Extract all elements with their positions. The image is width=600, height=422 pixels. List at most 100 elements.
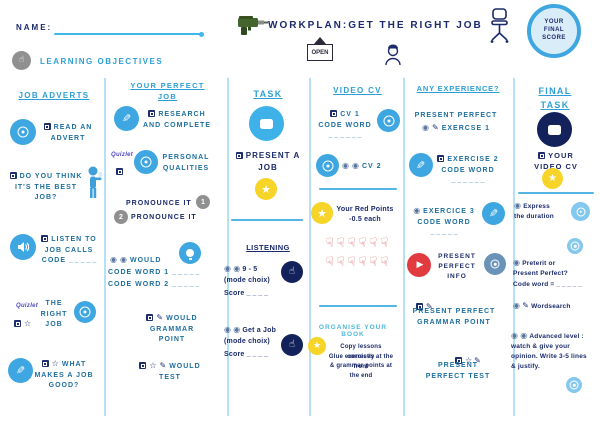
media-icon[interactable]: ◉ <box>233 264 241 273</box>
checkbox-icon[interactable] <box>146 314 154 321</box>
checkbox-icon[interactable] <box>9 172 17 179</box>
star-outline-icon[interactable]: ☆ <box>149 361 158 370</box>
cv1-code-label: CODE WORD <box>318 121 372 129</box>
media-icon[interactable]: ◉ <box>224 325 232 334</box>
star-button-red-points[interactable]: ★ <box>311 202 333 224</box>
pencil-button-what-makes[interactable]: ✎ <box>8 358 33 383</box>
checkbox-icon[interactable] <box>14 320 21 327</box>
lightbulb-button[interactable] <box>179 242 201 264</box>
pencil-button-research[interactable]: ✎ <box>114 106 139 131</box>
checkbox-icon[interactable] <box>416 303 423 310</box>
item-code-word-2: CODE WORD 2 _ _ _ _ _ <box>108 280 218 291</box>
checkbox-icon[interactable] <box>330 110 338 117</box>
star-button-final[interactable]: ★ <box>542 168 563 189</box>
star-button-organise[interactable]: ★ <box>308 337 326 355</box>
listening-2-click-button[interactable]: ☝ <box>281 334 303 356</box>
score-label: Score <box>224 290 245 297</box>
exercise-1-line2: EXERCSE 1 <box>441 124 490 132</box>
checkbox-icon[interactable] <box>455 357 462 364</box>
media-icon[interactable]: ◉ <box>413 206 422 215</box>
media-icon[interactable]: ◉ <box>513 258 521 267</box>
name-input-line[interactable] <box>54 31 204 37</box>
number-circle-2[interactable]: 2 <box>114 210 128 224</box>
media-icon[interactable]: ◉ <box>233 325 241 334</box>
checkbox-icon[interactable] <box>437 155 445 162</box>
item-grammar-point: PRESENT PERFECT GRAMMAR POINT <box>412 308 496 326</box>
code-word-1-label: CODE WORD 1 <box>108 269 170 276</box>
worksheet-icon[interactable]: ✎ <box>159 361 168 370</box>
media-icon[interactable]: ◉ <box>514 201 522 210</box>
worksheet-icon[interactable]: ✎ <box>156 313 165 322</box>
eye-icon-express[interactable] <box>571 202 590 221</box>
eye-icon-advanced[interactable] <box>566 377 582 393</box>
listening-1-score: Score _ _ _ _ <box>224 289 268 300</box>
worksheet-icon[interactable]: ✎ <box>431 122 440 132</box>
item-perfect-test: PRESENT PERFECT TEST <box>425 362 491 380</box>
media-icon[interactable]: ◉ <box>351 161 360 170</box>
youtube-button[interactable]: ▶ <box>407 253 431 277</box>
section-divider <box>231 219 303 221</box>
star-outline-icon[interactable]: ☆ <box>51 359 60 368</box>
eye-icon-right-job[interactable] <box>74 301 96 323</box>
final-score-circle[interactable]: YOUR FINAL SCORE <box>527 4 581 58</box>
final-score-label: YOUR FINAL SCORE <box>542 19 566 41</box>
learning-objectives-button[interactable]: ☝ <box>12 51 31 70</box>
checkbox-icon[interactable] <box>41 360 49 367</box>
checkbox-icon[interactable] <box>41 235 49 242</box>
learning-objectives-link[interactable]: LEARNING OBJECTIVES <box>40 57 164 66</box>
open-sign-label: OPEN <box>311 49 329 56</box>
star-icon: ★ <box>312 340 322 351</box>
worksheet-icon[interactable]: ✎ <box>426 302 433 311</box>
eye-icon-info[interactable] <box>484 253 506 275</box>
listening-1-click-button[interactable]: ☝ <box>281 261 303 283</box>
media-icon[interactable]: ◉ <box>422 122 430 132</box>
checkbox-qualities[interactable] <box>116 161 126 179</box>
pencil-button-exercise-2[interactable]: ✎ <box>409 153 433 177</box>
checkbox-icon[interactable] <box>538 152 546 159</box>
star-button[interactable]: ★ <box>255 178 277 200</box>
page-title: WORKPLAN:GET THE RIGHT JOB <box>268 20 483 31</box>
media-icon[interactable]: ◉ <box>520 331 528 340</box>
number-circle-1[interactable]: 1 <box>196 195 210 209</box>
divider <box>104 78 106 416</box>
media-icon[interactable]: ◉ <box>342 161 350 170</box>
eye-icon-preterit[interactable] <box>567 238 583 254</box>
stick-person-icon <box>88 166 102 198</box>
thumb-down-icon: ☟ <box>380 236 389 251</box>
eye-icon-qualities[interactable] <box>134 150 158 174</box>
star-outline-icon[interactable]: ☆ <box>465 356 473 365</box>
exercise-2-blank: _ _ _ _ _ _ <box>451 177 485 184</box>
checkbox-icon[interactable] <box>43 123 51 130</box>
click-hand-icon: ☝ <box>288 266 296 277</box>
thumb-down-icon: ☟ <box>325 254 334 270</box>
checkbox-icon[interactable] <box>235 152 243 159</box>
checkbox-icon[interactable] <box>148 110 156 117</box>
media-icon[interactable]: ◉ <box>224 264 232 273</box>
best-job-label: DO YOU THINK IT'S THE BEST JOB? <box>14 173 83 201</box>
red-thumbs-row: ☟ ☟ ☟ ☟ ☟ ☟ ☟ ☟ ☟ ☟ ☟ ☟ <box>322 236 392 270</box>
eye-icon-read-advert[interactable] <box>10 119 36 145</box>
eye-icon-cv1[interactable] <box>377 109 400 132</box>
section-divider <box>319 188 397 190</box>
thumb-down-icon: ☟ <box>380 254 389 270</box>
advanced-label: Advanced level : watch & give your opini… <box>511 333 587 370</box>
perfect-test-icons: ☆ ✎ <box>455 350 483 368</box>
quizlet-link[interactable]: Quizlet <box>111 152 134 158</box>
item-what-makes: ☆ WHAT MAKES A JOB GOOD? <box>32 358 96 392</box>
eye-icon-cv2[interactable] <box>316 154 339 177</box>
quizlet-link[interactable]: Quizlet <box>16 303 39 309</box>
media-icon[interactable]: ◉ <box>513 301 521 310</box>
checkbox-icon[interactable] <box>139 362 147 369</box>
star-outline-icon[interactable]: ☆ <box>24 319 32 328</box>
pencil-button-exercise-3[interactable]: ✎ <box>482 202 505 225</box>
audio-speaker-button[interactable] <box>10 234 36 260</box>
media-icon[interactable]: ◉ <box>511 331 519 340</box>
media-icon[interactable]: ◉ <box>119 255 128 264</box>
media-icon[interactable]: ◉ <box>110 255 118 264</box>
thumb-down-icon: ☟ <box>336 254 345 270</box>
worksheet-icon[interactable]: ✎ <box>522 301 530 310</box>
final-video-button[interactable] <box>537 112 572 147</box>
presentation-button[interactable] <box>249 106 284 141</box>
worksheet-icon[interactable]: ✎ <box>474 356 481 365</box>
item-express-duration: ◉ Express the duration <box>514 200 562 222</box>
